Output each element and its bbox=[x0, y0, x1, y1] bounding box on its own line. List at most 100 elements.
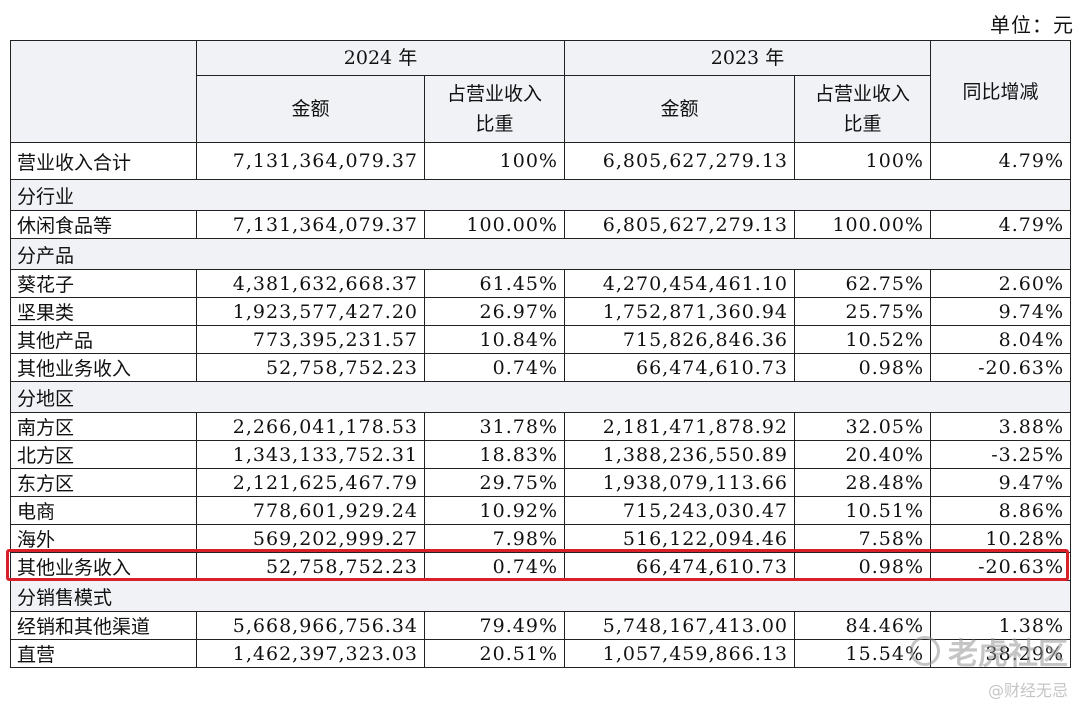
section-title: 分销售模式 bbox=[10, 580, 1071, 612]
amount-2023: 6,805,627,279.13 bbox=[564, 210, 795, 239]
yoy-change: -20.63% bbox=[930, 552, 1071, 581]
share-2024: 10.92% bbox=[424, 496, 565, 525]
share-2024: 20.51% bbox=[424, 639, 565, 668]
header-share-2024: 占营业收入 比重 bbox=[424, 75, 565, 143]
share-2023: 100.00% bbox=[794, 210, 931, 239]
row-label: 葵花子 bbox=[10, 269, 197, 298]
row-label: 东方区 bbox=[10, 468, 197, 497]
share-2023: 10.51% bbox=[794, 496, 931, 525]
amount-2023: 516,122,094.46 bbox=[564, 524, 795, 553]
row-label: 营业收入合计 bbox=[10, 142, 197, 180]
amount-2024: 2,266,041,178.53 bbox=[196, 412, 425, 441]
table-row: 海外 569,202,999.27 7.98% 516,122,094.46 7.58%… bbox=[10, 524, 1071, 553]
amount-2023: 1,057,459,866.13 bbox=[564, 639, 795, 668]
table-row: 经销和其他渠道 5,668,966,756.34 79.49% 5,748,167,4… bbox=[10, 611, 1071, 640]
yoy-change: 10.28% bbox=[930, 524, 1071, 553]
amount-2024: 1,923,577,427.20 bbox=[196, 297, 425, 326]
row-label: 海外 bbox=[10, 524, 197, 553]
header-year-2023: 2023 年 bbox=[564, 40, 931, 76]
table-row: 坚果类 1,923,577,427.20 26.97% 1,752,871,360.9… bbox=[10, 297, 1071, 326]
row-label: 坚果类 bbox=[10, 297, 197, 326]
amount-2024: 4,381,632,668.37 bbox=[196, 269, 425, 298]
share-2024: 0.74% bbox=[424, 552, 565, 581]
amount-2023: 66,474,610.73 bbox=[564, 353, 795, 382]
share-2024: 31.78% bbox=[424, 412, 565, 441]
amount-2023: 66,474,610.73 bbox=[564, 552, 795, 581]
header-year-2024: 2024 年 bbox=[196, 40, 565, 76]
share-2024: 7.98% bbox=[424, 524, 565, 553]
share-2023: 15.54% bbox=[794, 639, 931, 668]
row-label: 经销和其他渠道 bbox=[10, 611, 197, 640]
yoy-change: 9.47% bbox=[930, 468, 1071, 497]
header-yoy: 同比增减 bbox=[930, 40, 1071, 143]
share-2024: 26.97% bbox=[424, 297, 565, 326]
amount-2023: 1,938,079,113.66 bbox=[564, 468, 795, 497]
share-2024: 100.00% bbox=[424, 210, 565, 239]
amount-2024: 773,395,231.57 bbox=[196, 325, 425, 354]
section-header-row: 分销售模式 bbox=[10, 580, 1071, 612]
share-2023: 25.75% bbox=[794, 297, 931, 326]
amount-2024: 1,343,133,752.31 bbox=[196, 440, 425, 469]
yoy-change: 3.88% bbox=[930, 412, 1071, 441]
share-2024: 0.74% bbox=[424, 353, 565, 382]
section-title: 分行业 bbox=[10, 179, 1071, 211]
share-2024: 61.45% bbox=[424, 269, 565, 298]
table-row-total: 营业收入合计 7,131,364,079.37 100% 6,805,627,2… bbox=[10, 142, 1071, 180]
table-row: 直营 1,462,397,323.03 20.51% 1,057,459,866.13… bbox=[10, 639, 1071, 668]
yoy-change: -20.63% bbox=[930, 353, 1071, 382]
watermark: 老虎社区 @财经无忌 bbox=[910, 629, 1068, 701]
amount-2024: 569,202,999.27 bbox=[196, 524, 425, 553]
table-row: 休闲食品等 7,131,364,079.37 100.00% 6,805,627,27… bbox=[10, 210, 1071, 239]
share-2024: 18.83% bbox=[424, 440, 565, 469]
row-label: 休闲食品等 bbox=[10, 210, 197, 239]
row-label: 其他产品 bbox=[10, 325, 197, 354]
amount-2023: 715,243,030.47 bbox=[564, 496, 795, 525]
table-row: 电商 778,601,929.24 10.92% 715,243,030.47 10.5… bbox=[10, 496, 1071, 525]
yoy-change: 9.74% bbox=[930, 297, 1071, 326]
share-2023: 0.98% bbox=[794, 353, 931, 382]
row-label: 其他业务收入 bbox=[10, 353, 197, 382]
amount-2024: 778,601,929.24 bbox=[196, 496, 425, 525]
share-2024: 10.84% bbox=[424, 325, 565, 354]
section-header-row: 分行业 bbox=[10, 179, 1071, 211]
amount-2023: 715,826,846.36 bbox=[564, 325, 795, 354]
table-row: 其他产品 773,395,231.57 10.84% 715,826,846.36 10… bbox=[10, 325, 1071, 354]
section-title: 分地区 bbox=[10, 381, 1071, 413]
amount-2024: 7,131,364,079.37 bbox=[196, 142, 425, 180]
amount-2024: 5,668,966,756.34 bbox=[196, 611, 425, 640]
section-title: 分产品 bbox=[10, 238, 1071, 270]
amount-2023: 2,181,471,878.92 bbox=[564, 412, 795, 441]
amount-2024: 1,462,397,323.03 bbox=[196, 639, 425, 668]
row-label: 其他业务收入 bbox=[10, 552, 197, 581]
share-2023: 10.52% bbox=[794, 325, 931, 354]
table-row: 其他业务收入 52,758,752.23 0.74% 66,474,610.73 0.9… bbox=[10, 552, 1071, 581]
table-row: 葵花子 4,381,632,668.37 61.45% 4,270,454,461.1… bbox=[10, 269, 1071, 298]
tiger-logo-icon bbox=[910, 636, 940, 666]
table-row: 南方区 2,266,041,178.53 31.78% 2,181,471,878.9… bbox=[10, 412, 1071, 441]
section-header-row: 分地区 bbox=[10, 381, 1071, 413]
yoy-change: 4.79% bbox=[930, 210, 1071, 239]
yoy-change: 38.29% bbox=[930, 639, 1071, 668]
share-2023: 7.58% bbox=[794, 524, 931, 553]
amount-2023: 6,805,627,279.13 bbox=[564, 142, 795, 180]
table-row: 其他业务收入 52,758,752.23 0.74% 66,474,610.73 0.9… bbox=[10, 353, 1071, 382]
share-2023: 32.05% bbox=[794, 412, 931, 441]
amount-2024: 2,121,625,467.79 bbox=[196, 468, 425, 497]
unit-label: 单位：元 bbox=[990, 13, 1074, 37]
watermark-brand: 老虎社区 bbox=[948, 637, 1068, 672]
yoy-change: 4.79% bbox=[930, 142, 1071, 180]
table-row: 北方区 1,343,133,752.31 18.83% 1,388,236,550.8… bbox=[10, 440, 1071, 469]
share-2024: 79.49% bbox=[424, 611, 565, 640]
amount-2024: 52,758,752.23 bbox=[196, 552, 425, 581]
row-label: 电商 bbox=[10, 496, 197, 525]
section-header-row: 分产品 bbox=[10, 238, 1071, 270]
amount-2024: 52,758,752.23 bbox=[196, 353, 425, 382]
header-amount-2024: 金额 bbox=[196, 75, 425, 143]
share-2023: 0.98% bbox=[794, 552, 931, 581]
yoy-change: 1.38% bbox=[930, 611, 1071, 640]
amount-2024: 7,131,364,079.37 bbox=[196, 210, 425, 239]
header-amount-2023: 金额 bbox=[564, 75, 795, 143]
row-label: 直营 bbox=[10, 639, 197, 668]
share-2024: 29.75% bbox=[424, 468, 565, 497]
amount-2023: 1,752,871,360.94 bbox=[564, 297, 795, 326]
